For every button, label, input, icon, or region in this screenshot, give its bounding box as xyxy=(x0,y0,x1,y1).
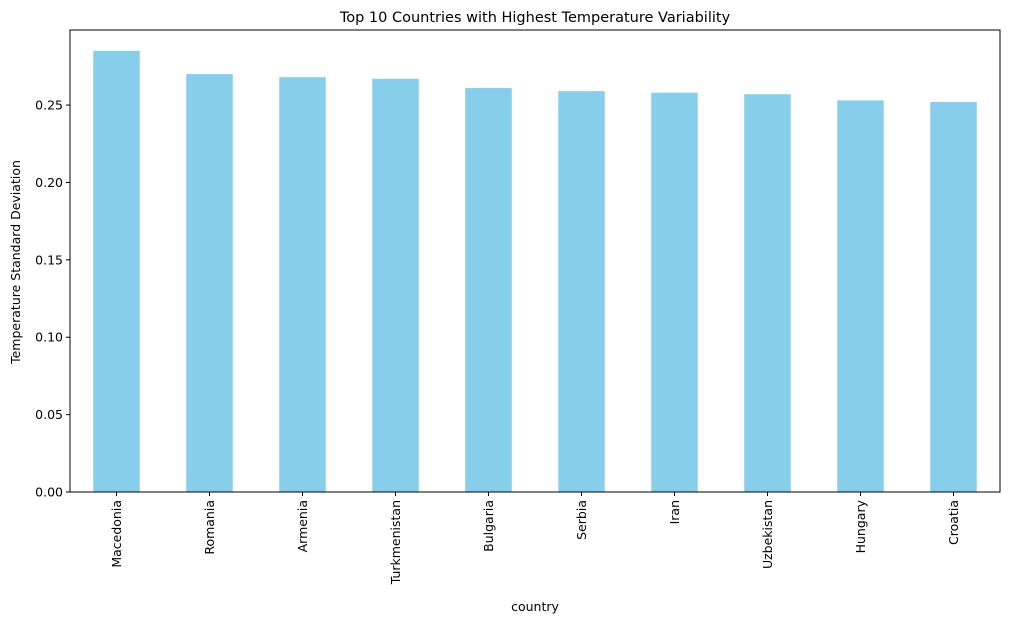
x-tick-label: Iran xyxy=(667,500,682,524)
bars-layer xyxy=(93,50,977,493)
y-tick-label: 0.05 xyxy=(35,407,63,422)
bar-croatia xyxy=(930,101,977,492)
y-axis-label: Temperature Standard Deviation xyxy=(8,160,23,365)
x-tick-label: Romania xyxy=(202,500,217,555)
x-ticks-layer: Macedonia Romania Armenia Turkmenistan Bulga… xyxy=(109,492,961,585)
x-axis-label: country xyxy=(511,599,559,614)
bar-macedonia xyxy=(93,50,140,492)
x-tick-label: Macedonia xyxy=(109,500,124,568)
y-tick-label: 0.15 xyxy=(35,252,63,267)
x-tick-label: Croatia xyxy=(946,500,961,545)
y-ticks-layer: 0.00 0.05 0.10 0.15 0.20 0.25 xyxy=(35,98,70,500)
x-tick-label: Armenia xyxy=(295,500,310,552)
bar-armenia xyxy=(279,77,326,493)
y-tick-label: 0.10 xyxy=(35,330,63,345)
chart-title: Top 10 Countries with Highest Temperatur… xyxy=(339,10,731,26)
bar-turkmenistan xyxy=(372,78,419,492)
x-tick-label: Bulgaria xyxy=(481,500,496,552)
bar-hungary xyxy=(837,100,884,493)
x-tick-label: Serbia xyxy=(574,500,589,540)
x-tick-label: Uzbekistan xyxy=(760,500,775,569)
bar-serbia xyxy=(558,91,605,492)
y-tick-label: 0.20 xyxy=(35,175,63,190)
x-tick-label: Turkmenistan xyxy=(388,500,403,585)
plot-frame xyxy=(69,29,1001,493)
bar-uzbekistan xyxy=(744,94,791,492)
y-tick-label: 0.00 xyxy=(35,485,63,500)
bar-bulgaria xyxy=(465,88,512,492)
bar-iran xyxy=(651,92,698,493)
y-tick-label: 0.25 xyxy=(35,98,63,113)
bar-romania xyxy=(186,74,233,493)
x-tick-label: Hungary xyxy=(853,499,868,553)
